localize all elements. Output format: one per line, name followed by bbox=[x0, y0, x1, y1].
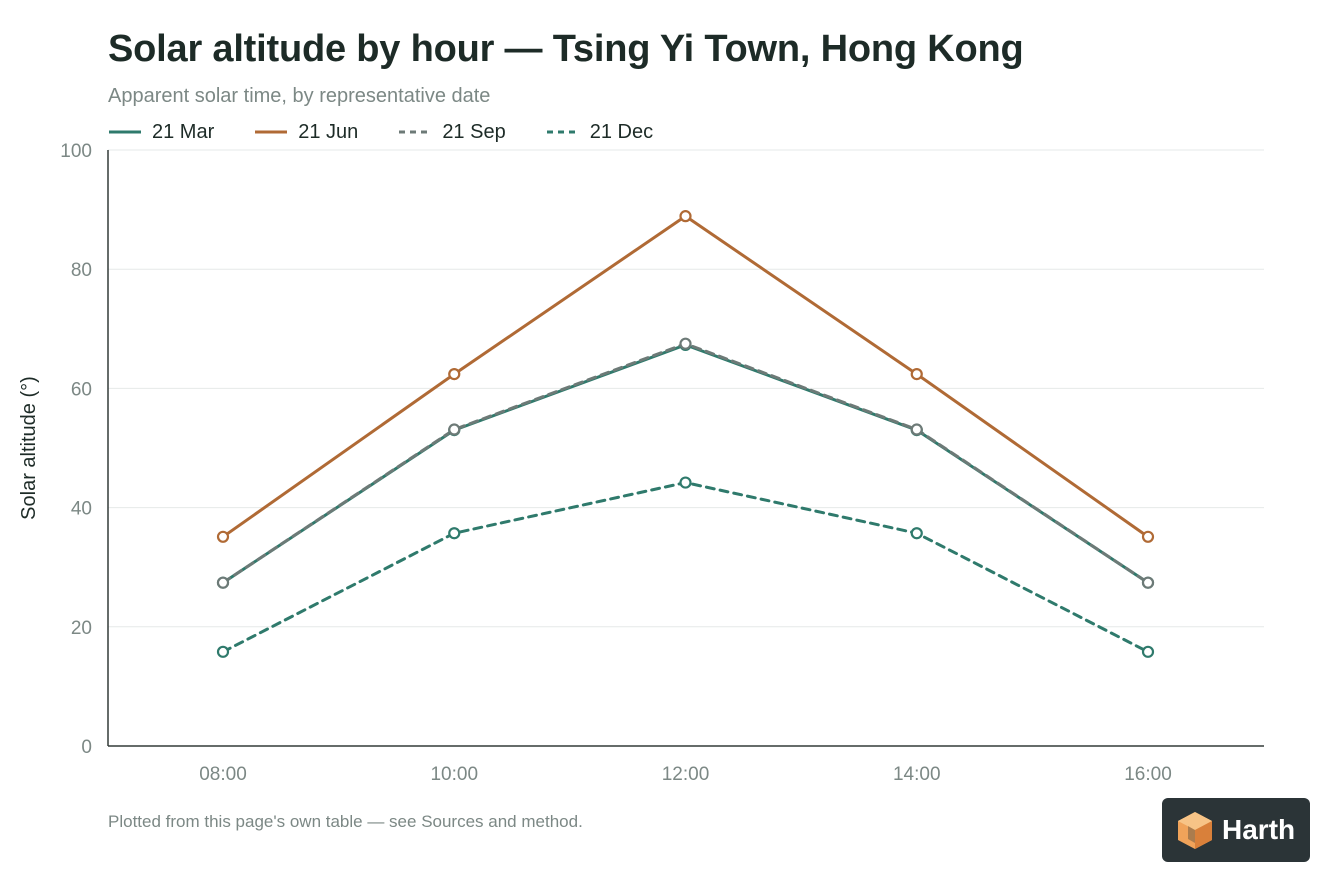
chart-footnote: Plotted from this page's own table — see… bbox=[108, 812, 583, 831]
y-axis-label: Solar altitude (°) bbox=[18, 376, 40, 520]
legend-item: 21 Dec bbox=[546, 121, 653, 144]
legend-label: 21 Dec bbox=[589, 120, 654, 143]
data-point-21-jun bbox=[448, 367, 461, 381]
cube-icon bbox=[1178, 812, 1212, 849]
data-point-21-sep bbox=[1141, 576, 1155, 589]
data-point-21-jun bbox=[1141, 530, 1155, 543]
x-tick-label: 10:00 bbox=[430, 764, 478, 785]
chart-subtitle: Apparent solar time, by representative d… bbox=[108, 85, 491, 107]
line-chart: 0 20 40 60 80 100 08:00 10:00 12:00 14:00 16:00 Sol… bbox=[18, 141, 1264, 785]
y-tick-label: 40 bbox=[71, 499, 92, 520]
data-point-21-sep bbox=[448, 423, 461, 436]
brand-name: Harth bbox=[1222, 814, 1296, 845]
y-tick-label: 80 bbox=[71, 260, 92, 281]
legend-label: 21 Jun bbox=[298, 120, 359, 143]
x-tick-label: 16:00 bbox=[1124, 764, 1172, 785]
series-line-21-jun bbox=[221, 214, 1150, 539]
legend-swatch bbox=[546, 130, 579, 134]
data-point-21-sep bbox=[910, 423, 923, 436]
data-point-21-jun bbox=[910, 367, 923, 381]
x-tick-label: 12:00 bbox=[662, 764, 710, 785]
data-point-21-dec bbox=[679, 476, 692, 489]
series-line-21-sep bbox=[221, 342, 1150, 585]
legend-label: 21 Mar bbox=[152, 120, 215, 143]
data-point-21-dec bbox=[448, 527, 461, 540]
legend-item: 21 Mar bbox=[108, 121, 214, 144]
y-tick-label: 0 bbox=[81, 737, 92, 758]
legend-item: 21 Jun bbox=[254, 121, 358, 144]
legend-swatch bbox=[399, 130, 432, 134]
data-point-21-jun bbox=[216, 530, 230, 543]
data-point-21-dec bbox=[216, 645, 230, 658]
data-point-21-dec bbox=[1141, 645, 1155, 658]
legend-label: 21 Sep bbox=[442, 120, 506, 143]
legend-item: 21 Sep bbox=[398, 120, 506, 144]
y-tick-label: 20 bbox=[71, 618, 92, 639]
chart-legend: 21 Mar 21 Jun 21 Sep 21 Dec bbox=[108, 119, 693, 145]
series-line-21-mar bbox=[221, 343, 1150, 585]
y-tick-label: 60 bbox=[71, 379, 92, 400]
data-point-21-dec bbox=[910, 527, 923, 540]
legend-swatch bbox=[255, 130, 288, 134]
data-point-21-sep bbox=[679, 337, 692, 350]
x-tick-label: 08:00 bbox=[199, 764, 247, 785]
chart-title: Solar altitude by hour — Tsing Yi Town, … bbox=[108, 28, 1024, 70]
legend-swatch bbox=[109, 130, 141, 134]
data-point-21-sep bbox=[216, 576, 230, 589]
brand-logo[interactable]: Harth bbox=[1162, 798, 1310, 862]
y-tick-label: 100 bbox=[60, 141, 92, 162]
data-point-21-jun bbox=[679, 210, 692, 223]
x-tick-label: 14:00 bbox=[893, 764, 941, 785]
